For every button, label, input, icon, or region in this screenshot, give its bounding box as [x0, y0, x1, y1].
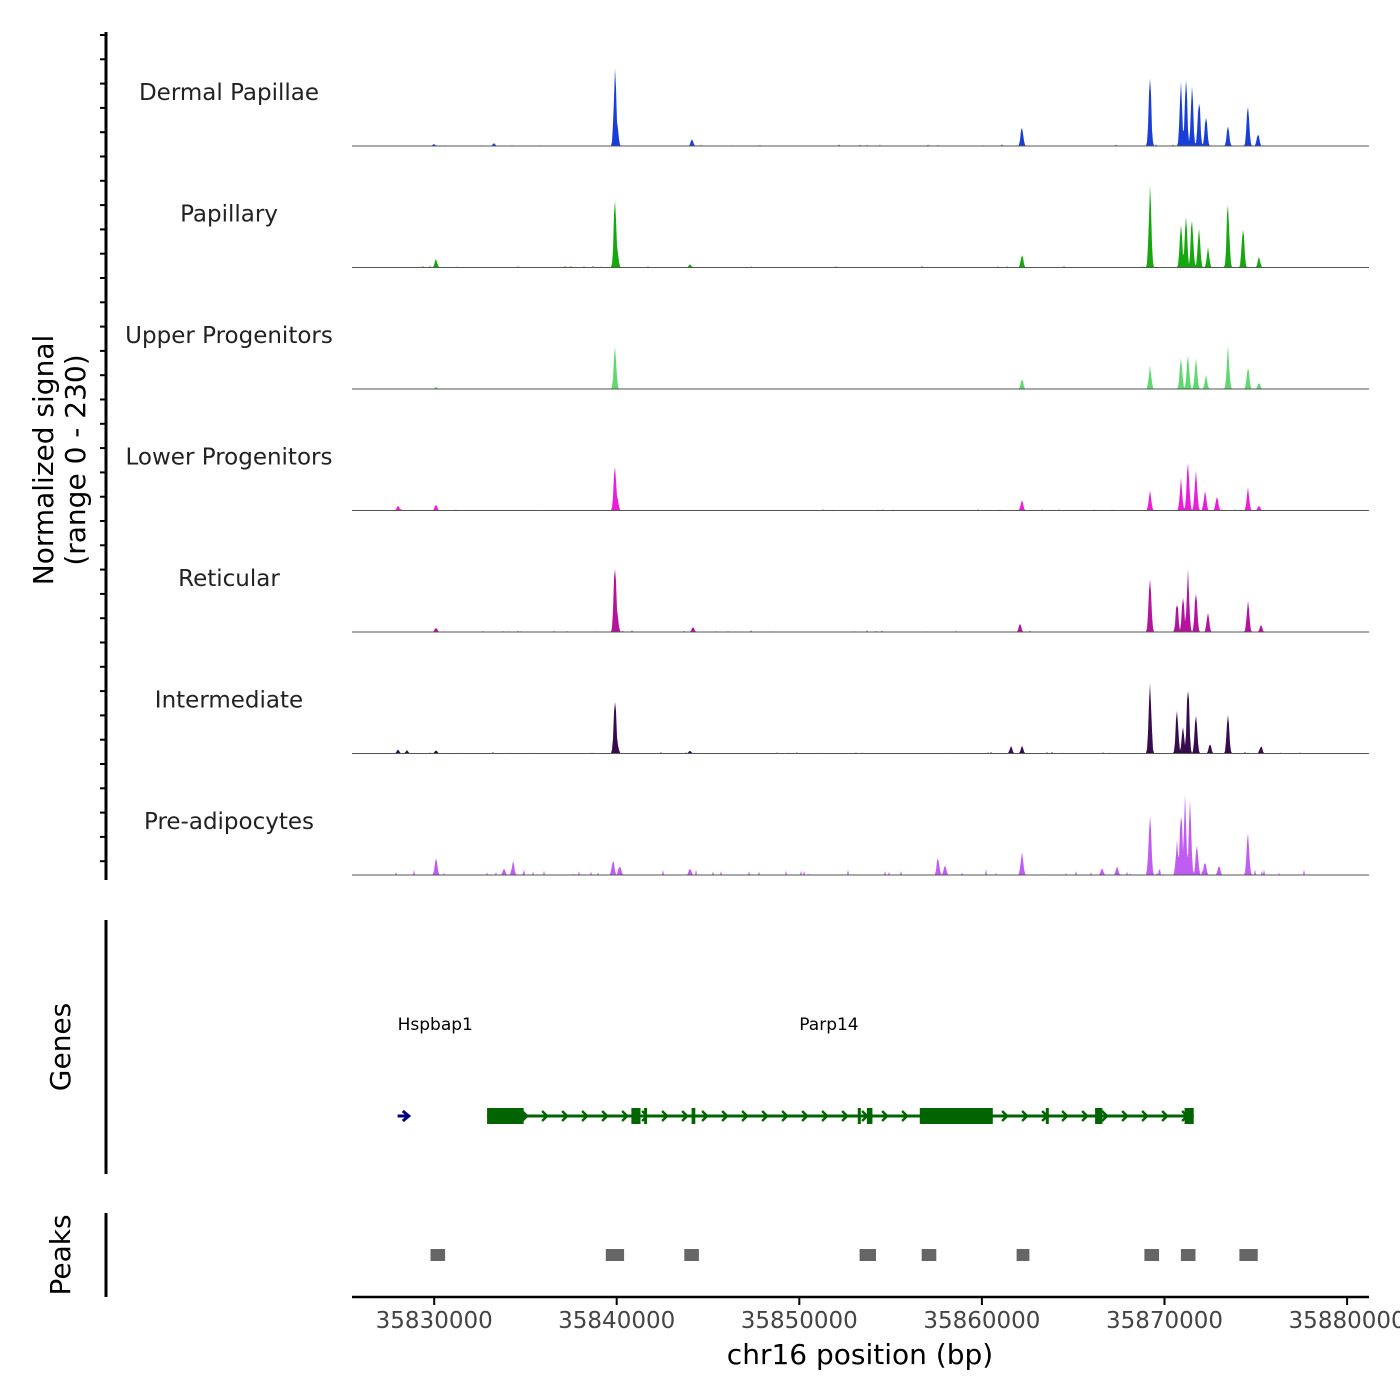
strand-arrow — [541, 1110, 549, 1122]
gene-exon — [866, 1108, 873, 1124]
gene-Hspbap1: Hspbap1 — [397, 1015, 473, 1123]
strand-arrow — [1061, 1110, 1069, 1122]
x-tick-label: 35830000 — [376, 1308, 493, 1334]
genes-panel: Hspbap1 Parp14 — [397, 1015, 1194, 1124]
strand-arrow — [821, 1110, 829, 1122]
strand-arrow — [581, 1110, 589, 1122]
coverage-tracks: Dermal Papillae Papillary Upper Progenitor… — [125, 68, 1369, 876]
track-3: Lower Progenitors — [126, 445, 1369, 511]
strand-arrow — [1021, 1110, 1029, 1122]
genes-track-title: Genes — [44, 1003, 77, 1091]
strand-arrow — [741, 1110, 749, 1122]
strand-arrow — [901, 1110, 909, 1122]
strand-arrow — [1161, 1110, 1169, 1122]
peaks-track-title: Peaks — [44, 1214, 77, 1295]
gene-exon — [487, 1108, 524, 1124]
peak-region — [1144, 1249, 1159, 1261]
track-1: Papillary — [180, 184, 1369, 268]
x-axis-ticks: 35830000 35840000 35850000 35860000 35870000… — [376, 1297, 1400, 1334]
strand-arrow — [1001, 1110, 1009, 1122]
track-signal-area — [352, 68, 1369, 146]
track-label: Intermediate — [155, 688, 303, 714]
track-5: Intermediate — [155, 682, 1369, 754]
strand-arrow — [941, 1110, 949, 1122]
track-label: Upper Progenitors — [125, 323, 333, 349]
gene-exon — [631, 1108, 641, 1124]
track-signal-area — [352, 682, 1369, 754]
peak-region — [1016, 1249, 1030, 1261]
y-axis-title-line2: (range 0 - 230) — [59, 354, 92, 565]
strand-arrow — [661, 1110, 669, 1122]
peaks-panel — [430, 1249, 1258, 1261]
strand-arrow — [861, 1110, 869, 1122]
track-0: Dermal Papillae — [139, 68, 1369, 147]
gene-exon — [919, 1108, 993, 1124]
strand-arrow — [761, 1110, 769, 1122]
track-6: Pre-adipocytes — [144, 794, 1369, 876]
gene-exon — [1184, 1108, 1194, 1124]
track-label: Dermal Papillae — [139, 80, 319, 106]
gene-label: Hspbap1 — [398, 1015, 473, 1035]
peak-region — [921, 1249, 937, 1261]
track-signal-area — [352, 463, 1369, 511]
track-label: Papillary — [180, 202, 278, 228]
strand-arrow — [401, 1109, 412, 1123]
gene-exon — [691, 1108, 696, 1124]
peak-region — [430, 1249, 446, 1261]
gene-label: Parp14 — [799, 1015, 858, 1035]
x-axis-title: chr16 position (bp) — [727, 1338, 993, 1371]
strand-arrow — [721, 1110, 729, 1122]
strand-arrow — [841, 1110, 849, 1122]
peak-region — [605, 1249, 625, 1261]
strand-arrow — [601, 1110, 609, 1122]
peak-region — [1180, 1249, 1196, 1261]
peak-region — [684, 1249, 699, 1261]
strand-arrow — [1121, 1110, 1129, 1122]
strand-arrow — [701, 1110, 709, 1122]
x-tick-label: 35840000 — [558, 1308, 675, 1334]
strand-arrow — [621, 1110, 629, 1122]
x-tick-label: 35860000 — [923, 1308, 1040, 1334]
strand-arrow — [881, 1110, 889, 1122]
track-label: Reticular — [178, 566, 280, 592]
strand-arrow — [561, 1110, 569, 1122]
strand-arrow — [781, 1110, 789, 1122]
y-axis-title-line1: Normalized signal — [27, 335, 60, 586]
strand-arrow — [1181, 1110, 1189, 1122]
y-axis-title: Normalized signal (range 0 - 230) — [27, 335, 92, 586]
x-tick-label: 35880000 — [1289, 1308, 1400, 1334]
strand-arrow — [681, 1110, 689, 1122]
strand-arrow — [1041, 1110, 1049, 1122]
strand-arrow — [641, 1110, 649, 1122]
strand-arrow — [981, 1110, 989, 1122]
track-label: Pre-adipocytes — [144, 809, 314, 835]
gene-exon — [1095, 1108, 1103, 1124]
peak-region — [859, 1249, 876, 1261]
track-signal-area — [352, 568, 1369, 632]
coverage-y-axis-ticks — [100, 34, 106, 863]
strand-arrow — [801, 1110, 809, 1122]
track-signal-area — [352, 345, 1369, 389]
strand-arrow — [921, 1110, 929, 1122]
peak-region — [1239, 1249, 1258, 1261]
track-label: Lower Progenitors — [126, 445, 333, 471]
gene-exon — [857, 1108, 861, 1124]
strand-arrow — [961, 1110, 969, 1122]
gene-Parp14: Parp14 — [487, 1015, 1194, 1124]
x-tick-label: 35870000 — [1106, 1308, 1223, 1334]
x-tick-label: 35850000 — [741, 1308, 858, 1334]
track-4: Reticular — [178, 566, 1369, 633]
strand-arrow — [1081, 1110, 1089, 1122]
strand-arrow — [521, 1110, 529, 1122]
strand-arrow — [1141, 1110, 1149, 1122]
track-2: Upper Progenitors — [125, 323, 1369, 390]
track-signal-area — [352, 794, 1369, 875]
track-signal-area — [352, 184, 1369, 268]
strand-arrow — [1101, 1110, 1109, 1122]
